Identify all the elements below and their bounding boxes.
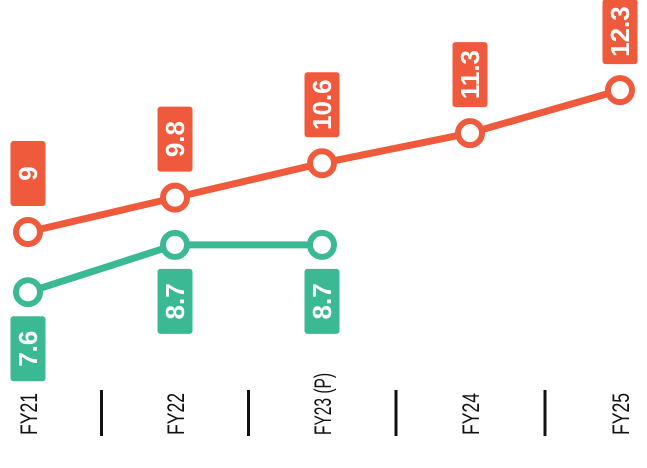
data-point xyxy=(160,182,190,213)
data-label: 9 xyxy=(13,166,43,180)
data-label-box xyxy=(452,42,488,108)
data-label: 12.3 xyxy=(605,6,635,57)
data-label: 8.7 xyxy=(307,283,337,319)
data-label-box xyxy=(304,72,340,138)
data-label: 7.6 xyxy=(13,331,43,367)
data-label-box xyxy=(10,316,46,382)
data-point xyxy=(13,217,43,247)
data-point xyxy=(605,75,635,106)
data-point xyxy=(160,229,190,260)
data-label-box xyxy=(304,268,340,334)
data-point xyxy=(307,148,337,179)
data-label-box xyxy=(10,141,46,206)
data-label-box xyxy=(157,268,193,334)
data-point xyxy=(455,118,485,149)
data-label: 10.6 xyxy=(307,79,337,130)
x-tick-label: FY21 xyxy=(16,393,43,435)
data-point xyxy=(13,277,43,308)
data-label: 9.8 xyxy=(160,121,190,157)
data-label-box xyxy=(157,106,193,172)
data-label: 11.3 xyxy=(455,50,485,99)
data-point xyxy=(307,229,337,260)
x-tick-label: FY24 xyxy=(458,393,485,435)
x-tick-label: FY23 (P) xyxy=(310,373,337,435)
data-label: 8.7 xyxy=(160,283,190,319)
data-label-box xyxy=(602,0,638,65)
x-tick-label: FY25 xyxy=(608,393,635,435)
x-tick-label: FY22 xyxy=(163,393,190,435)
